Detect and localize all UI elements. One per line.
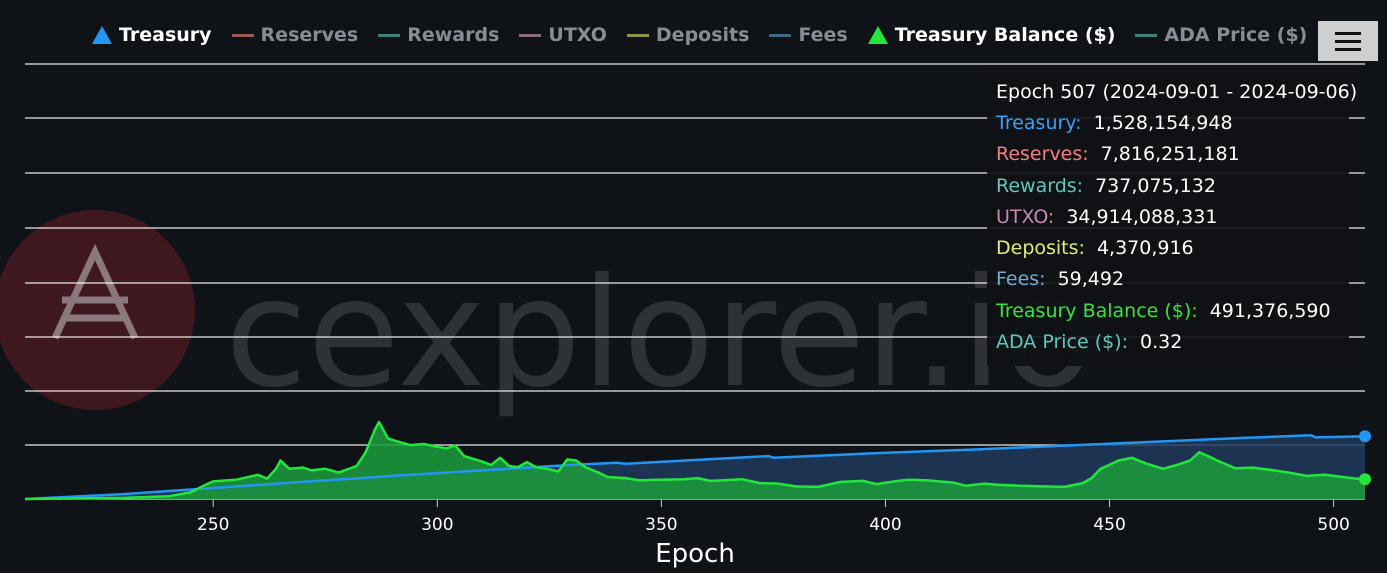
series-areas [24,420,1371,501]
tooltip-label: ADA Price ($): [996,331,1129,354]
tooltip-label: Deposits: [996,237,1085,260]
chart-menu-button[interactable] [1318,21,1378,61]
cardano-logo-icon [0,210,195,410]
tooltip-row-utxo: UTXO: 34,914,088,331 [996,201,1349,232]
tooltip-value: 34,914,088,331 [1066,205,1218,228]
x-tick-label: 300 [421,515,453,535]
line-icon [519,33,542,37]
legend-label: Treasury [119,24,212,46]
legend-item-treasury-balance[interactable]: Treasury Balance ($) [867,24,1116,46]
legend-label: Fees [798,24,848,46]
line-icon [1135,33,1158,37]
line-icon [626,33,649,37]
legend-item-ada-price[interactable]: ADA Price ($) [1135,24,1307,46]
tooltip-row-treasury-balance: Treasury Balance ($): 491,376,590 [996,295,1349,326]
legend-label: Reserves [260,24,359,46]
tooltip: Epoch 507 (2024-09-01 - 2024-09-06) Trea… [987,66,1357,366]
x-tick-label: 400 [869,515,901,535]
tooltip-label: Fees: [996,268,1046,291]
x-tick-label: 350 [645,515,677,535]
ada-symbol-icon [51,243,139,340]
legend-label: Deposits [655,24,750,46]
line-icon [769,33,792,37]
watermark: cexplorer.io [0,210,1094,421]
tooltip-title-row: Epoch 507 (2024-09-01 - 2024-09-06) [996,76,1357,107]
legend: Treasury Reserves Rewards UTXO Deposits … [92,20,1307,50]
x-tick-label: 450 [1093,515,1125,535]
tooltip-label: Reserves: [996,143,1089,166]
treasury-balance-area [25,422,1365,499]
hamburger-icon [1335,31,1361,35]
hamburger-icon [1335,47,1361,51]
legend-item-rewards[interactable]: Rewards [378,24,499,46]
x-tick-label: 250 [197,515,229,535]
legend-item-treasury[interactable]: Treasury [92,24,212,46]
legend-item-deposits[interactable]: Deposits [626,24,750,46]
legend-label: UTXO [548,24,607,46]
legend-item-reserves[interactable]: Reserves [231,24,359,46]
tooltip-value: 59,492 [1057,268,1125,291]
legend-item-utxo[interactable]: UTXO [519,24,607,46]
legend-label: Rewards [407,24,500,46]
tooltip-value: 491,376,590 [1209,299,1331,322]
line-icon [231,33,254,37]
triangle-icon [92,26,112,44]
treasury-balance-point [1359,473,1371,486]
tooltip-label: UTXO: [996,205,1055,228]
tooltip-row-treasury: Treasury: 1,528,154,948 [996,107,1349,138]
tooltip-title: Epoch 507 (2024-09-01 - 2024-09-06) [996,80,1358,103]
tooltip-value: 0.32 [1140,331,1183,354]
x-axis: 250 300 350 400 450 500 Epoch [197,499,1350,569]
tooltip-value: 737,075,132 [1095,174,1216,197]
x-tick-label: 500 [1317,515,1349,535]
tooltip-row-ada-price: ADA Price ($): 0.32 [996,326,1349,357]
watermark-text: cexplorer.io [225,247,1094,421]
tooltip-row-rewards: Rewards: 737,075,132 [996,170,1349,201]
tooltip-row-reserves: Reserves: 7,816,251,181 [996,139,1349,170]
tooltip-value: 1,528,154,948 [1093,111,1233,134]
treasury-point [1359,430,1371,443]
legend-label: ADA Price ($) [1164,24,1308,46]
tooltip-value: 7,816,251,181 [1100,143,1240,166]
triangle-icon [867,26,888,44]
tooltip-value: 4,370,916 [1096,237,1194,260]
treasury-balance-line [24,420,1366,501]
line-icon [378,33,401,37]
legend-label: Treasury Balance ($) [894,24,1116,46]
tooltip-label: Rewards: [996,174,1084,197]
tooltip-row-fees: Fees: 59,492 [996,264,1349,295]
treasury-line [24,433,1366,501]
x-axis-label: Epoch [655,539,735,569]
tooltip-row-deposits: Deposits: 4,370,916 [996,232,1349,263]
tooltip-label: Treasury Balance ($): [996,299,1198,322]
legend-item-fees[interactable]: Fees [769,24,848,46]
tooltip-label: Treasury: [996,111,1082,134]
hamburger-icon [1335,39,1361,43]
